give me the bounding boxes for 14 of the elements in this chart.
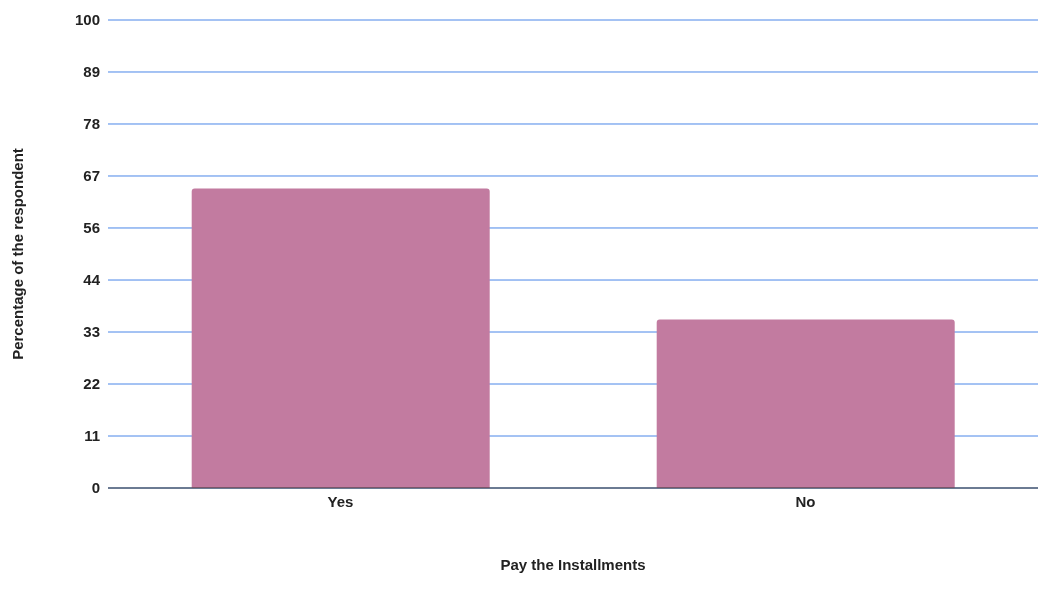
y-tick-label: 22 bbox=[83, 375, 100, 393]
y-tick-label: 56 bbox=[83, 219, 100, 237]
x-tick-label: No bbox=[795, 492, 816, 510]
y-tick-label: 33 bbox=[83, 323, 100, 341]
y-tick-label: 67 bbox=[83, 167, 100, 185]
y-tick-label: 11 bbox=[84, 427, 100, 445]
y-tick-label: 0 bbox=[91, 479, 100, 497]
y-axis-title: Percentage of the respondent bbox=[9, 148, 27, 360]
y-tick-label: 100 bbox=[74, 11, 100, 29]
x-tick-label: Yes bbox=[327, 492, 354, 510]
y-tick-label: 89 bbox=[83, 63, 100, 81]
y-tick-label: 44 bbox=[83, 271, 101, 289]
y-tick-label: 78 bbox=[83, 115, 100, 133]
x-axis-title: Pay the Installments bbox=[500, 556, 646, 573]
